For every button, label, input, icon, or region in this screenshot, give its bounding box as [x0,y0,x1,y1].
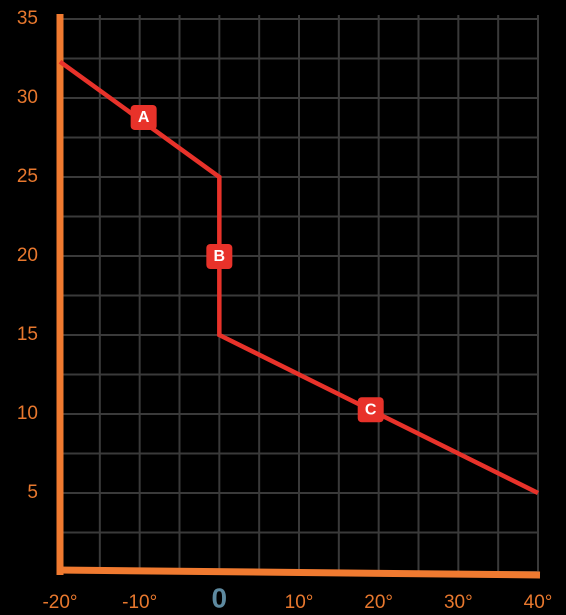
annotation-badge [130,104,157,130]
annotation-label: A [138,109,150,126]
annotation-label: B [214,248,226,265]
x-tick-label: 30° [444,592,473,613]
y-tick-label: 20 [17,245,38,266]
x-tick-label: -10° [122,592,157,613]
annotation-label: C [365,401,377,418]
x-tick-label: 0 [212,582,228,613]
y-tick-label: 30 [17,87,38,108]
x-tick-label: 10° [285,592,314,613]
x-tick-label: 20° [364,592,393,613]
y-tick-label: 5 [27,482,38,503]
y-tick-label: 10 [17,403,38,424]
annotation-badge [357,397,384,423]
x-axis [56,566,541,579]
y-tick-label: 25 [17,166,38,187]
y-tick-label: 15 [17,324,38,345]
x-tick-label: -20° [42,592,77,613]
y-tick-label: 35 [17,8,38,29]
x-tick-label: 40° [524,592,553,613]
annotation-badge [206,244,233,269]
